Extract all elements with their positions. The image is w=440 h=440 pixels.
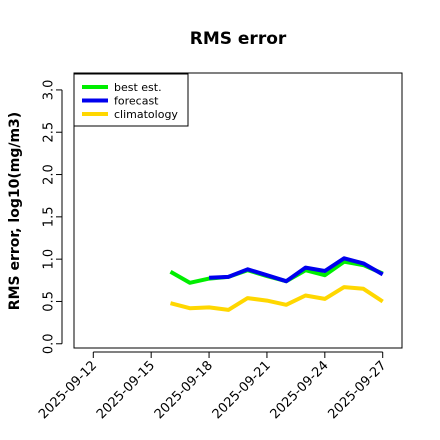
series-line-climatology	[169, 285, 384, 312]
y-axis-label: RMS error, log10(mg/m3)	[7, 112, 23, 310]
y-tick-label: 0.5	[42, 291, 57, 312]
y-tick-label: 0.0	[42, 333, 57, 354]
legend-entry: forecast	[114, 95, 159, 108]
x-tick-label: 2025-09-15	[94, 358, 158, 422]
y-tick-label: 1.0	[42, 249, 57, 270]
series-line-forecast	[209, 256, 384, 284]
x-tick-label: 2025-09-27	[325, 358, 389, 422]
y-tick-label: 1.5	[42, 207, 57, 228]
series-lines	[169, 256, 384, 312]
y-tick-label: 2.0	[42, 164, 57, 185]
x-tick-label: 2025-09-18	[152, 358, 216, 422]
x-tick-label: 2025-09-24	[268, 358, 332, 422]
y-tick-label: 3.0	[42, 80, 57, 101]
legend-entry: best est.	[114, 81, 162, 94]
legend-entry: climatology	[114, 108, 178, 121]
x-tick-label: 2025-09-21	[210, 358, 274, 422]
x-tick-label: 2025-09-12	[36, 358, 100, 422]
plot-frame	[73, 72, 403, 349]
chart-title: RMS error	[190, 29, 287, 49]
y-tick-label: 2.5	[42, 122, 57, 143]
